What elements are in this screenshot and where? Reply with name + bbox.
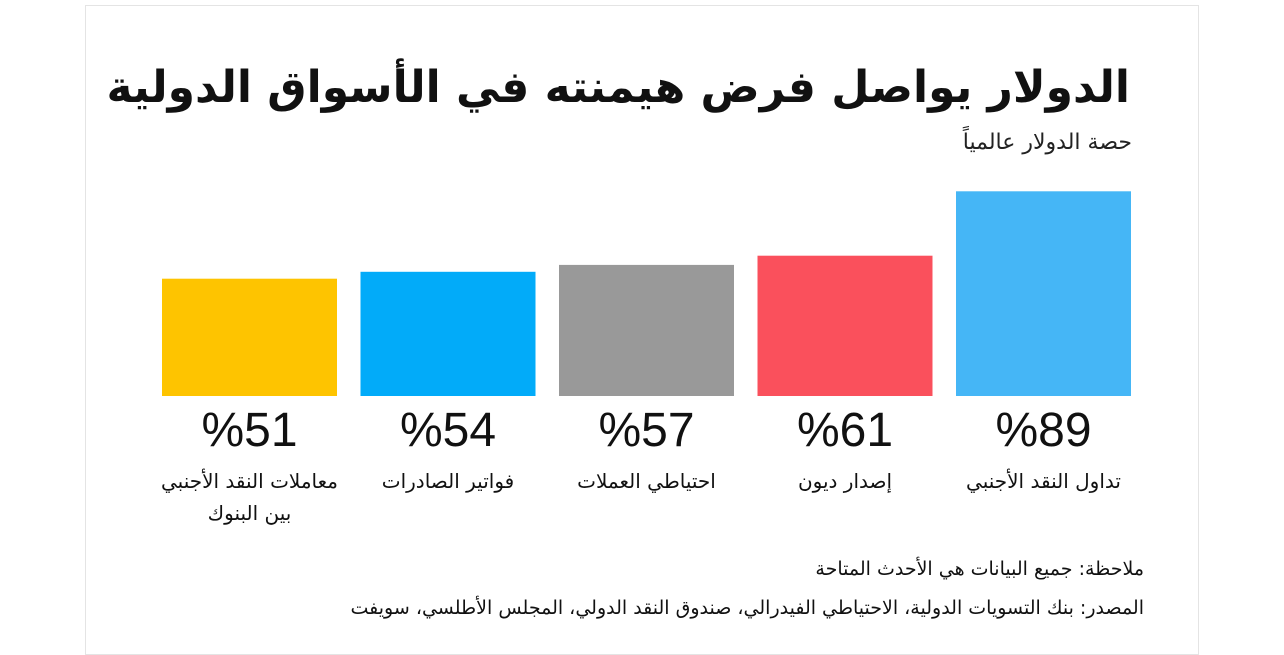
category-label: احتياطي العملات [577,469,716,494]
value-label: %51 [201,404,297,457]
bar [162,278,337,396]
chart-title: الدولار يواصل فرض هيمنته في الأسواق الدو… [106,62,1131,113]
chart-subtitle: حصة الدولار عالمياً [962,130,1132,155]
category-label: معاملات النقد الأجنبي [161,469,338,494]
footer-note: ملاحظة: جميع البيانات هي الأحدث المتاحة [815,558,1144,580]
value-label: %89 [995,404,1091,457]
category-label: إصدار ديون [798,469,892,494]
bar-chart: %89 تداول النقد الأجنبي %61 إصدار ديون %57 اح… [161,191,1131,525]
value-label: %54 [400,404,496,457]
value-label: %57 [598,404,694,457]
bar [360,271,536,396]
footer-source: المصدر: بنك التسويات الدولية، الاحتياطي … [350,597,1145,619]
category-label: بين البنوك [208,501,292,525]
bar [559,264,734,396]
bar [757,255,933,396]
bar [956,191,1131,396]
category-label: تداول النقد الأجنبي [966,469,1121,494]
value-label: %61 [797,404,893,457]
category-label: فواتير الصادرات [382,469,514,493]
